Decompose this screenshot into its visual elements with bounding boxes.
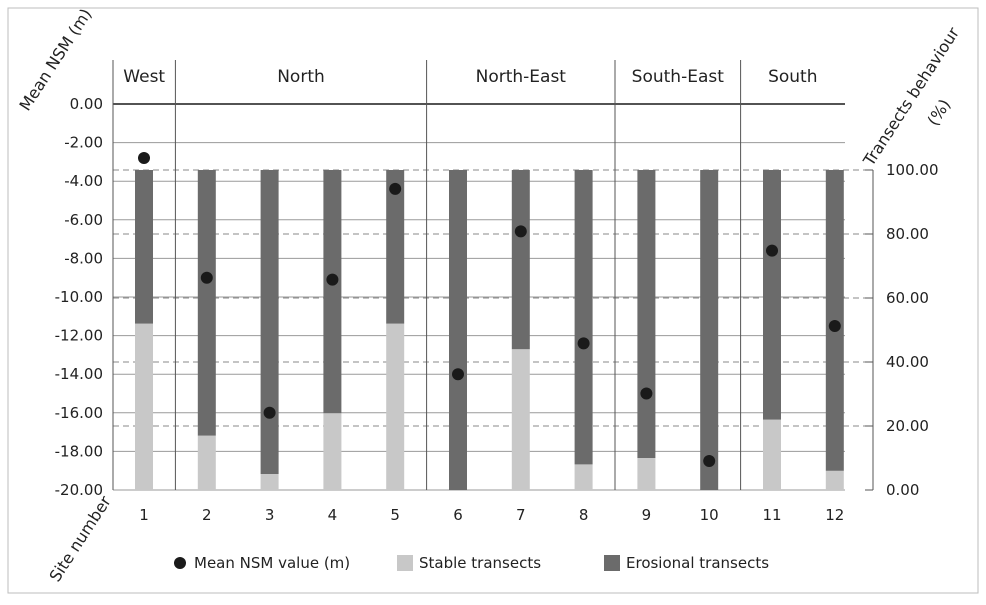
bar-stable (260, 474, 279, 490)
bar-erosional (135, 170, 153, 324)
x-tick-label: 9 (642, 506, 652, 524)
bar-stable (637, 458, 656, 490)
figure-border (7, 7, 979, 594)
x-tick-label: 11 (762, 506, 781, 524)
x-tick-label: 12 (825, 506, 844, 524)
bar-erosional (260, 170, 279, 474)
x-tick-label: 5 (390, 506, 400, 524)
nsm-point (326, 273, 339, 286)
x-tick-label: 4 (328, 506, 338, 524)
nsm-point (514, 225, 527, 238)
nsm-point (766, 244, 778, 257)
bar-stable (574, 464, 593, 490)
y-left-tick-label: -4.00 (64, 172, 103, 190)
y-left-tick-label: -18.00 (55, 442, 103, 460)
y-left-tick-label: -10.00 (55, 288, 103, 306)
legend-marker-square (604, 555, 620, 571)
bar-layer (135, 170, 844, 490)
nsm-point (577, 337, 590, 350)
region-label: South (768, 67, 817, 87)
y-right-tick-label: 0.00 (886, 481, 919, 499)
bar-stable (763, 419, 781, 490)
nsm-point (200, 271, 213, 284)
y-left-tick-label: -2.00 (64, 134, 103, 152)
bar-erosional (763, 170, 781, 420)
bar-stable (386, 323, 405, 490)
bar-stable (511, 349, 530, 490)
x-tick-label: 7 (516, 506, 526, 524)
y-right-tick-label: 20.00 (886, 417, 929, 435)
grid-layer (113, 103, 873, 491)
nsm-point (389, 182, 402, 195)
bar-stable (197, 435, 216, 490)
region-label: South-East (632, 67, 725, 87)
bar-erosional (574, 170, 593, 465)
bar-stable (135, 323, 153, 490)
region-label: North (277, 67, 325, 87)
bar-erosional (386, 170, 405, 324)
bar-erosional (449, 170, 467, 490)
legend-label: Erosional transects (626, 554, 769, 572)
dot-layer (138, 152, 841, 468)
x-tick-label: 2 (202, 506, 212, 524)
region-label: West (123, 67, 165, 87)
y-left-tick-label: -6.00 (64, 211, 103, 229)
x-tick-label: 8 (579, 506, 589, 524)
y-left-tick-label: -8.00 (64, 249, 103, 267)
bar-erosional (323, 170, 342, 414)
y-left-tick-label: -12.00 (55, 327, 103, 345)
nsm-point (452, 368, 464, 381)
y-left-tick-label: 0.00 (70, 95, 103, 113)
bar-erosional (700, 170, 719, 490)
legend-marker-square (397, 555, 413, 571)
bar-stable (323, 413, 342, 490)
nsm-point (828, 319, 841, 332)
y-right-tick-label: 60.00 (886, 289, 929, 307)
bar-erosional (637, 170, 656, 458)
nsm-point (703, 455, 716, 468)
nsm-point (138, 152, 150, 165)
bar-erosional (511, 170, 530, 350)
axis-layer (112, 60, 874, 491)
legend-label: Stable transects (419, 554, 541, 572)
y-right-tick-label: 100.00 (886, 161, 939, 179)
x-tick-label: 10 (700, 506, 719, 524)
y-left-tick-label: -20.00 (55, 481, 103, 499)
x-tick-label: 1 (139, 506, 149, 524)
region-label: North-East (476, 67, 567, 87)
nsm-point (640, 387, 653, 400)
y-left-tick-label: -16.00 (55, 404, 103, 422)
legend-label: Mean NSM value (m) (194, 554, 350, 572)
x-tick-label: 3 (265, 506, 275, 524)
nsm-point (263, 406, 276, 419)
legend: Mean NSM value (m) Stable transects Erosio… (174, 554, 769, 572)
y-right-tick-label: 80.00 (886, 225, 929, 243)
y-right-tick-label: 40.00 (886, 353, 929, 371)
bar-erosional (197, 170, 216, 436)
bar-stable (825, 470, 844, 490)
x-tick-label: 6 (453, 506, 463, 524)
y-left-tick-label: -14.00 (55, 365, 103, 383)
legend-marker-dot (174, 557, 186, 569)
